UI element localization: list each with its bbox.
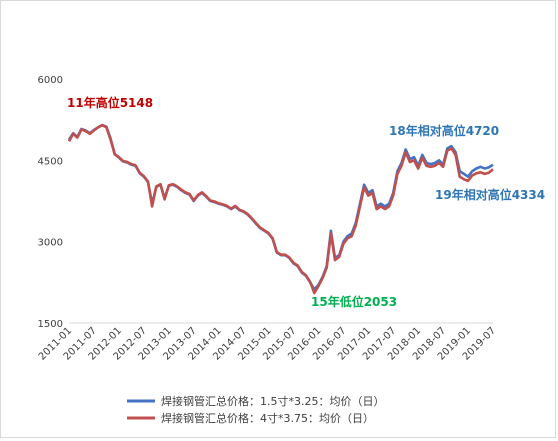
y-tick-label: 1500 (38, 319, 63, 330)
legend: 焊接钢管汇总价格：1.5寸*3.25：均价（日） 焊接钢管汇总价格：4寸*3.7… (127, 394, 385, 425)
annotation-2019-high: 19年相对高位4334 (435, 187, 545, 202)
legend-label-series-1: 焊接钢管汇总价格：1.5寸*3.25：均价（日） (161, 394, 385, 408)
series-line-1 (67, 123, 494, 291)
legend-label-series-2: 焊接钢管汇总价格：4寸*3.75：均价（日） (161, 411, 374, 425)
y-axis: 1500 3000 4500 6000 (38, 75, 63, 330)
annotation-2015-low: 15年低位2053 (311, 294, 397, 309)
annotation-2018-high: 18年相对高位4720 (389, 123, 499, 138)
y-tick-label: 4500 (38, 156, 63, 167)
y-tick-label: 6000 (38, 75, 63, 86)
annotation-2011-high: 11年高位5148 (67, 95, 153, 110)
x-axis: 2011-012011-072012-012012-072013-012013-… (37, 325, 498, 362)
series-lines (67, 123, 494, 295)
series-line-2 (67, 123, 494, 295)
y-tick-label: 3000 (38, 238, 63, 249)
